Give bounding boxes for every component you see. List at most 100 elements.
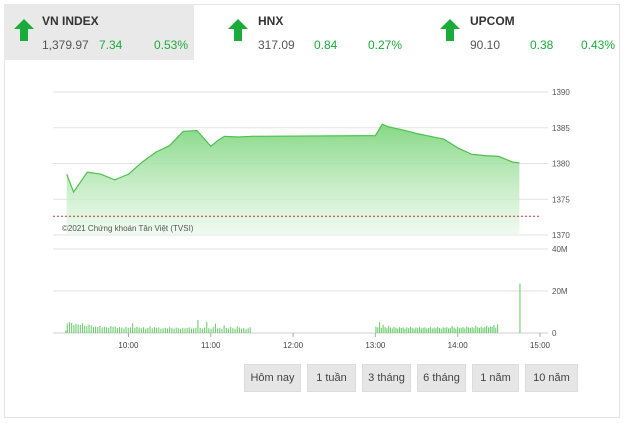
volume-bar [182, 327, 184, 334]
range-3-months-button[interactable]: 3 tháng [362, 364, 411, 392]
range-6-months-button[interactable]: 6 tháng [417, 364, 466, 392]
volume-bar [234, 328, 236, 333]
volume-bar [195, 327, 197, 334]
volume-bar [204, 327, 206, 333]
volume-bar [186, 328, 188, 333]
volume-bar [431, 328, 433, 333]
volume-bar [153, 327, 155, 333]
volume-bar [147, 327, 149, 334]
up-arrow-icon [440, 19, 460, 41]
tab-hnx[interactable]: HNX 317.09 0.84 0.27% [218, 4, 408, 60]
index-change: 0.38 [530, 38, 554, 52]
volume-bar [103, 326, 105, 333]
volume-bar [379, 322, 381, 333]
index-percent: 0.27% [368, 38, 403, 52]
range-10-years-button[interactable]: 10 năm [525, 364, 578, 392]
volume-bar [497, 324, 499, 333]
volume-bar [223, 325, 225, 333]
volume-bar [437, 326, 439, 333]
copyright-text: ©2021 Chứng khoán Tân Việt (TVSI) [62, 224, 194, 233]
price-tick-label: 1380 [552, 160, 570, 169]
volume-bar [210, 328, 212, 333]
volume-bar [433, 327, 435, 333]
volume-bar [212, 327, 214, 333]
volume-bar [393, 326, 395, 333]
volume-bar [151, 328, 153, 333]
volume-bar [411, 327, 413, 334]
volume-bar [488, 327, 490, 333]
volume-bar [495, 327, 497, 334]
volume-bar [475, 325, 477, 333]
volume-bar [158, 327, 160, 333]
volume-bars [65, 283, 521, 334]
volume-bar [413, 328, 415, 333]
index-change: 7.34 [99, 38, 123, 52]
volume-bar [473, 328, 475, 333]
volume-bar [75, 323, 77, 333]
volume-bar [177, 328, 179, 333]
volume-bar [88, 324, 90, 333]
volume-bar [140, 328, 142, 333]
volume-bar [73, 324, 75, 333]
volume-bar [241, 328, 243, 333]
volume-bar [468, 327, 470, 333]
volume-bar [90, 325, 92, 333]
volume-bar [477, 327, 479, 333]
volume-tick-label: 40M [552, 245, 568, 254]
volume-bar [466, 326, 468, 333]
volume-bar [486, 325, 488, 333]
volume-tick-label: 0 [552, 329, 557, 338]
volume-bar [388, 325, 390, 333]
volume-bar [162, 328, 164, 333]
volume-bar [164, 327, 166, 334]
volume-bar [238, 327, 240, 333]
tab-upcom[interactable]: UPCOM 90.10 0.38 0.43% [430, 4, 620, 60]
volume-bar [478, 327, 480, 334]
volume-bar [391, 328, 393, 333]
volume-bar [208, 328, 210, 333]
volume-bar [143, 327, 145, 333]
volume-bar [409, 326, 411, 333]
up-arrow-icon [228, 19, 248, 41]
index-price: 317.09 [258, 38, 295, 52]
volume-bar [197, 320, 199, 333]
volume-bar [127, 327, 129, 334]
range-1-year-button[interactable]: 1 năm [472, 364, 519, 392]
volume-bar [92, 327, 94, 333]
volume-bar [86, 326, 88, 333]
volume-bar [458, 328, 460, 333]
volume-bar [227, 328, 229, 333]
volume-bar [375, 326, 377, 333]
volume-bar [193, 328, 195, 333]
volume-bar [169, 327, 171, 333]
volume-bar [132, 323, 134, 333]
volume-bar [71, 322, 73, 333]
volume-bar [105, 327, 107, 333]
volume-bar [489, 326, 491, 333]
volume-bar [166, 328, 168, 333]
volume-bar [225, 328, 227, 333]
range-1-week-button[interactable]: 1 tuần [307, 364, 356, 392]
volume-bar [232, 328, 234, 333]
volume-bar [77, 324, 79, 333]
volume-bar [84, 325, 86, 333]
volume-bar [134, 328, 136, 333]
volume-bar [175, 327, 177, 333]
volume-bar [415, 327, 417, 333]
tab-vn-index[interactable]: VN INDEX 1,379.97 7.34 0.53% [4, 4, 194, 60]
volume-bar [455, 328, 457, 333]
volume-bar [491, 326, 493, 333]
up-arrow-icon [14, 19, 34, 41]
time-x-axis: 10:00 11:00 12:00 13:00 14:00 15:00 [118, 333, 551, 350]
volume-bar [428, 328, 430, 333]
index-tabs: VN INDEX 1,379.97 7.34 0.53% HNX 317.09 … [4, 4, 620, 60]
volume-bar [422, 327, 424, 334]
volume-bar [217, 328, 219, 333]
volume-bar [125, 326, 127, 333]
volume-bar [221, 329, 223, 333]
volume-bar [145, 328, 147, 333]
volume-bar [160, 328, 162, 333]
volume-bar [214, 323, 216, 333]
range-today-button[interactable]: Hôm nay [244, 364, 301, 392]
volume-bar [482, 328, 484, 333]
